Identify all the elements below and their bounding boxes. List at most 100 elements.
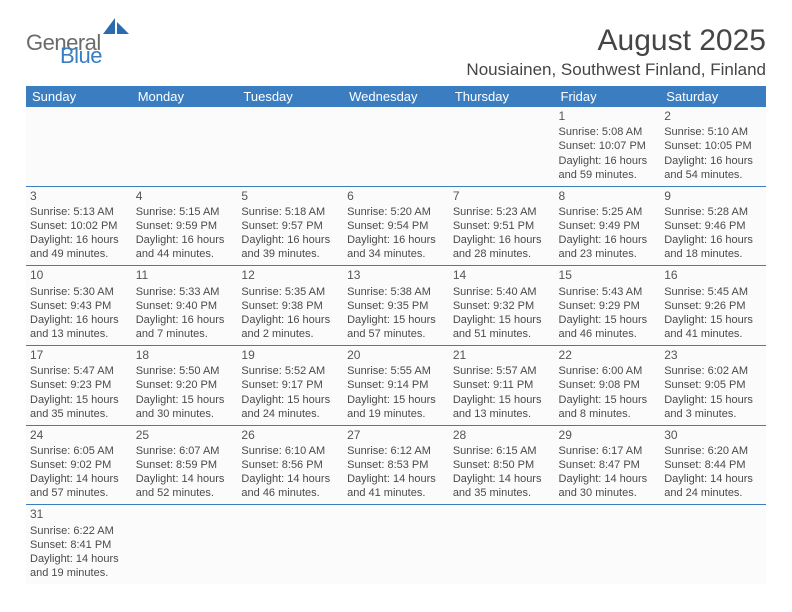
sunrise-line: Sunrise: 5:47 AM xyxy=(30,364,128,378)
daylight-line: Daylight: 14 hours and 41 minutes. xyxy=(347,472,445,500)
day-number: 18 xyxy=(136,348,234,363)
sunset-line: Sunset: 9:26 PM xyxy=(664,299,762,313)
day-number: 6 xyxy=(347,189,445,204)
sunrise-line: Sunrise: 5:50 AM xyxy=(136,364,234,378)
calendar-header-row: Sunday Monday Tuesday Wednesday Thursday… xyxy=(26,86,766,107)
calendar-cell xyxy=(26,107,132,186)
sunrise-line: Sunrise: 6:05 AM xyxy=(30,444,128,458)
calendar-cell xyxy=(132,107,238,186)
daylight-line: Daylight: 16 hours and 13 minutes. xyxy=(30,313,128,341)
sunrise-line: Sunrise: 5:33 AM xyxy=(136,285,234,299)
sunrise-line: Sunrise: 5:30 AM xyxy=(30,285,128,299)
sunrise-line: Sunrise: 6:00 AM xyxy=(559,364,657,378)
logo: General Blue xyxy=(26,24,133,65)
sunset-line: Sunset: 9:11 PM xyxy=(453,378,551,392)
sunset-line: Sunset: 9:17 PM xyxy=(241,378,339,392)
sunrise-line: Sunrise: 5:15 AM xyxy=(136,205,234,219)
sunset-line: Sunset: 9:59 PM xyxy=(136,219,234,233)
sunset-line: Sunset: 9:46 PM xyxy=(664,219,762,233)
daylight-line: Daylight: 16 hours and 59 minutes. xyxy=(559,154,657,182)
sunset-line: Sunset: 10:05 PM xyxy=(664,139,762,153)
sunrise-line: Sunrise: 5:20 AM xyxy=(347,205,445,219)
daylight-line: Daylight: 16 hours and 54 minutes. xyxy=(664,154,762,182)
daylight-line: Daylight: 16 hours and 49 minutes. xyxy=(30,233,128,261)
calendar-cell: 21Sunrise: 5:57 AMSunset: 9:11 PMDayligh… xyxy=(449,346,555,426)
col-wednesday: Wednesday xyxy=(343,86,449,107)
calendar-cell: 25Sunrise: 6:07 AMSunset: 8:59 PMDayligh… xyxy=(132,425,238,505)
day-number: 5 xyxy=(241,189,339,204)
day-number: 1 xyxy=(559,109,657,124)
col-thursday: Thursday xyxy=(449,86,555,107)
header: General Blue August 2025 Nousiainen, Sou… xyxy=(26,24,766,80)
logo-text-blue: Blue xyxy=(60,47,133,66)
day-number: 3 xyxy=(30,189,128,204)
calendar-cell: 19Sunrise: 5:52 AMSunset: 9:17 PMDayligh… xyxy=(237,346,343,426)
sunset-line: Sunset: 8:53 PM xyxy=(347,458,445,472)
day-number: 10 xyxy=(30,268,128,283)
sunset-line: Sunset: 8:50 PM xyxy=(453,458,551,472)
day-number: 28 xyxy=(453,428,551,443)
sunrise-line: Sunrise: 5:25 AM xyxy=(559,205,657,219)
daylight-line: Daylight: 15 hours and 35 minutes. xyxy=(30,393,128,421)
sunrise-line: Sunrise: 5:35 AM xyxy=(241,285,339,299)
sunrise-line: Sunrise: 6:02 AM xyxy=(664,364,762,378)
daylight-line: Daylight: 14 hours and 30 minutes. xyxy=(559,472,657,500)
calendar-cell: 14Sunrise: 5:40 AMSunset: 9:32 PMDayligh… xyxy=(449,266,555,346)
calendar-week-row: 1Sunrise: 5:08 AMSunset: 10:07 PMDayligh… xyxy=(26,107,766,186)
sunrise-line: Sunrise: 6:12 AM xyxy=(347,444,445,458)
day-number: 22 xyxy=(559,348,657,363)
sunrise-line: Sunrise: 6:17 AM xyxy=(559,444,657,458)
calendar-cell xyxy=(237,505,343,584)
daylight-line: Daylight: 14 hours and 46 minutes. xyxy=(241,472,339,500)
calendar-cell: 24Sunrise: 6:05 AMSunset: 9:02 PMDayligh… xyxy=(26,425,132,505)
day-number: 14 xyxy=(453,268,551,283)
calendar-cell: 6Sunrise: 5:20 AMSunset: 9:54 PMDaylight… xyxy=(343,186,449,266)
calendar-week-row: 31Sunrise: 6:22 AMSunset: 8:41 PMDayligh… xyxy=(26,505,766,584)
day-number: 12 xyxy=(241,268,339,283)
calendar-table: Sunday Monday Tuesday Wednesday Thursday… xyxy=(26,86,766,584)
daylight-line: Daylight: 15 hours and 3 minutes. xyxy=(664,393,762,421)
calendar-cell: 1Sunrise: 5:08 AMSunset: 10:07 PMDayligh… xyxy=(555,107,661,186)
calendar-body: 1Sunrise: 5:08 AMSunset: 10:07 PMDayligh… xyxy=(26,107,766,584)
daylight-line: Daylight: 14 hours and 57 minutes. xyxy=(30,472,128,500)
calendar-cell: 12Sunrise: 5:35 AMSunset: 9:38 PMDayligh… xyxy=(237,266,343,346)
sunset-line: Sunset: 9:23 PM xyxy=(30,378,128,392)
sunrise-line: Sunrise: 6:10 AM xyxy=(241,444,339,458)
sunset-line: Sunset: 9:43 PM xyxy=(30,299,128,313)
calendar-cell: 8Sunrise: 5:25 AMSunset: 9:49 PMDaylight… xyxy=(555,186,661,266)
sunset-line: Sunset: 9:51 PM xyxy=(453,219,551,233)
calendar-cell: 13Sunrise: 5:38 AMSunset: 9:35 PMDayligh… xyxy=(343,266,449,346)
sunset-line: Sunset: 9:32 PM xyxy=(453,299,551,313)
sunrise-line: Sunrise: 6:20 AM xyxy=(664,444,762,458)
daylight-line: Daylight: 16 hours and 18 minutes. xyxy=(664,233,762,261)
daylight-line: Daylight: 14 hours and 35 minutes. xyxy=(453,472,551,500)
sunset-line: Sunset: 9:08 PM xyxy=(559,378,657,392)
sunset-line: Sunset: 9:57 PM xyxy=(241,219,339,233)
sunrise-line: Sunrise: 5:38 AM xyxy=(347,285,445,299)
sunrise-line: Sunrise: 5:23 AM xyxy=(453,205,551,219)
sail-icon xyxy=(103,18,131,39)
calendar-cell xyxy=(343,505,449,584)
day-number: 24 xyxy=(30,428,128,443)
calendar-cell: 16Sunrise: 5:45 AMSunset: 9:26 PMDayligh… xyxy=(660,266,766,346)
calendar-cell: 3Sunrise: 5:13 AMSunset: 10:02 PMDayligh… xyxy=(26,186,132,266)
day-number: 13 xyxy=(347,268,445,283)
calendar-cell xyxy=(132,505,238,584)
calendar-cell: 5Sunrise: 5:18 AMSunset: 9:57 PMDaylight… xyxy=(237,186,343,266)
sunset-line: Sunset: 8:47 PM xyxy=(559,458,657,472)
day-number: 20 xyxy=(347,348,445,363)
day-number: 27 xyxy=(347,428,445,443)
sunrise-line: Sunrise: 5:08 AM xyxy=(559,125,657,139)
calendar-week-row: 24Sunrise: 6:05 AMSunset: 9:02 PMDayligh… xyxy=(26,425,766,505)
calendar-cell: 22Sunrise: 6:00 AMSunset: 9:08 PMDayligh… xyxy=(555,346,661,426)
calendar-cell: 10 Sunrise: 5:30 AMSunset: 9:43 PMDayligh… xyxy=(26,266,132,346)
sunrise-line: Sunrise: 5:52 AM xyxy=(241,364,339,378)
calendar-cell: 28Sunrise: 6:15 AMSunset: 8:50 PMDayligh… xyxy=(449,425,555,505)
day-number: 15 xyxy=(559,268,657,283)
calendar-cell xyxy=(237,107,343,186)
day-number: 21 xyxy=(453,348,551,363)
calendar-cell: 9Sunrise: 5:28 AMSunset: 9:46 PMDaylight… xyxy=(660,186,766,266)
sunrise-line: Sunrise: 6:22 AM xyxy=(30,524,128,538)
sunset-line: Sunset: 9:54 PM xyxy=(347,219,445,233)
sunrise-line: Sunrise: 6:07 AM xyxy=(136,444,234,458)
